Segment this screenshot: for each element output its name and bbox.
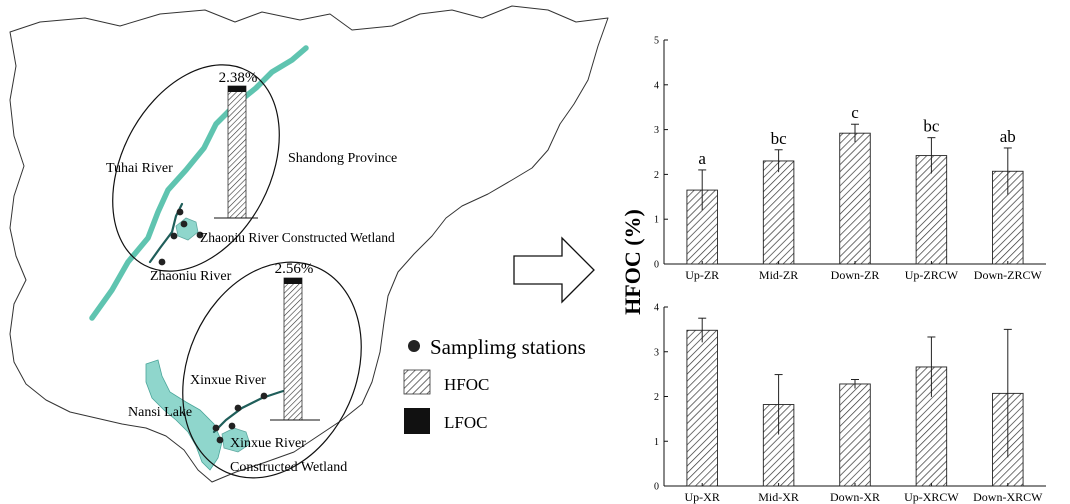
chart-panel-top: 0 1 2 3 4 5 Up-ZR a Mid-ZR bc Down-ZR c Up-ZRCW bc Dow… [654,36,1046,282]
x-tick-label: Down-ZR [831,268,880,282]
label-tuhai: Tuhai River [106,161,173,176]
y-tick-label: 0 [654,482,659,493]
sampling-stations [158,208,268,444]
tuhai-river-line [89,45,309,321]
bar [839,383,871,487]
legend-station-marker [408,340,420,352]
significance-label: bc [923,117,940,136]
significance-label: bc [771,129,788,148]
map-legend: Samplimg stations HFOC LFOC [403,335,586,434]
x-tick-label: Down-ZRCW [974,268,1043,282]
label-nansi: Nansi Lake [128,405,192,420]
nansi-lake [145,359,223,471]
label-xinxue-cw-2: Constructed Wetland [230,460,347,475]
mini-bar-zhaoniu-label: 2.38% [219,70,258,86]
y-tick-label: 2 [654,170,659,181]
y-tick-label: 2 [654,392,659,403]
bar [686,329,718,487]
legend-lfoc-swatch [404,408,430,434]
y-tick-label: 4 [654,80,659,91]
xinxue-river-line [212,384,302,434]
x-tick-label: Up-XRCW [904,490,959,504]
significance-label: ab [1000,127,1016,146]
label-shandong: Shandong Province [288,151,397,166]
mini-bar-zhaoniu: 2.38% [214,70,258,219]
xinxue-focus-ellipse [182,261,362,479]
y-tick-label: 5 [654,36,659,47]
x-tick-label: Up-ZR [685,268,719,282]
label-xinxue-cw-1: Xinxue River [230,436,306,451]
bar [762,160,795,265]
x-tick-label: Down-XRCW [973,490,1043,504]
y-tick-label: 1 [654,437,659,448]
legend-hfoc-swatch [403,369,431,395]
legend-sampling-label: Samplimg stations [430,335,586,359]
y-tick-label: 3 [654,125,659,136]
label-zhaoniu: Zhaoniu River [150,269,232,284]
bar [839,132,871,265]
map: 2.38% 2.56% Shandong Province Tuhai Rive… [9,5,609,483]
label-zhaoniu-cw: Zhaoniu River Constructed Wetland [200,230,395,245]
charts: 0 1 2 3 4 5 Up-ZR a Mid-ZR bc Down-ZR c Up-ZRCW bc Dow… [654,36,1046,504]
x-tick-label: Mid-ZR [759,268,798,282]
province-outline [9,5,609,483]
y-tick-label: 4 [654,303,659,314]
bar [915,366,948,487]
legend-hfoc-label: HFOC [444,375,489,394]
label-xinxue: Xinxue River [190,373,266,388]
y-tick-label: 1 [654,215,659,226]
legend-lfoc-label: LFOC [444,413,487,432]
significance-label: a [698,149,706,168]
zhaoniu-wetland [175,217,199,241]
y-axis-title: HFOC (%) [620,209,645,315]
mini-bar-xinxue: 2.56% [270,261,320,421]
significance-label: c [851,103,859,122]
right-arrow-icon [513,236,595,304]
zhaoniu-focus-ellipse [112,64,280,272]
x-tick-label: Down-XR [830,490,880,504]
y-tick-label: 3 [654,347,659,358]
y-tick-label: 0 [654,260,659,271]
x-tick-label: Mid-XR [758,490,799,504]
chart-panel-bottom: 0 1 2 3 4 Up-XR Mid-XR Down-XR Up-XRCW Down-XRCW [654,303,1046,504]
x-tick-label: Up-ZRCW [905,268,959,282]
mini-bar-xinxue-label: 2.56% [275,261,314,277]
x-tick-label: Up-XR [685,490,720,504]
